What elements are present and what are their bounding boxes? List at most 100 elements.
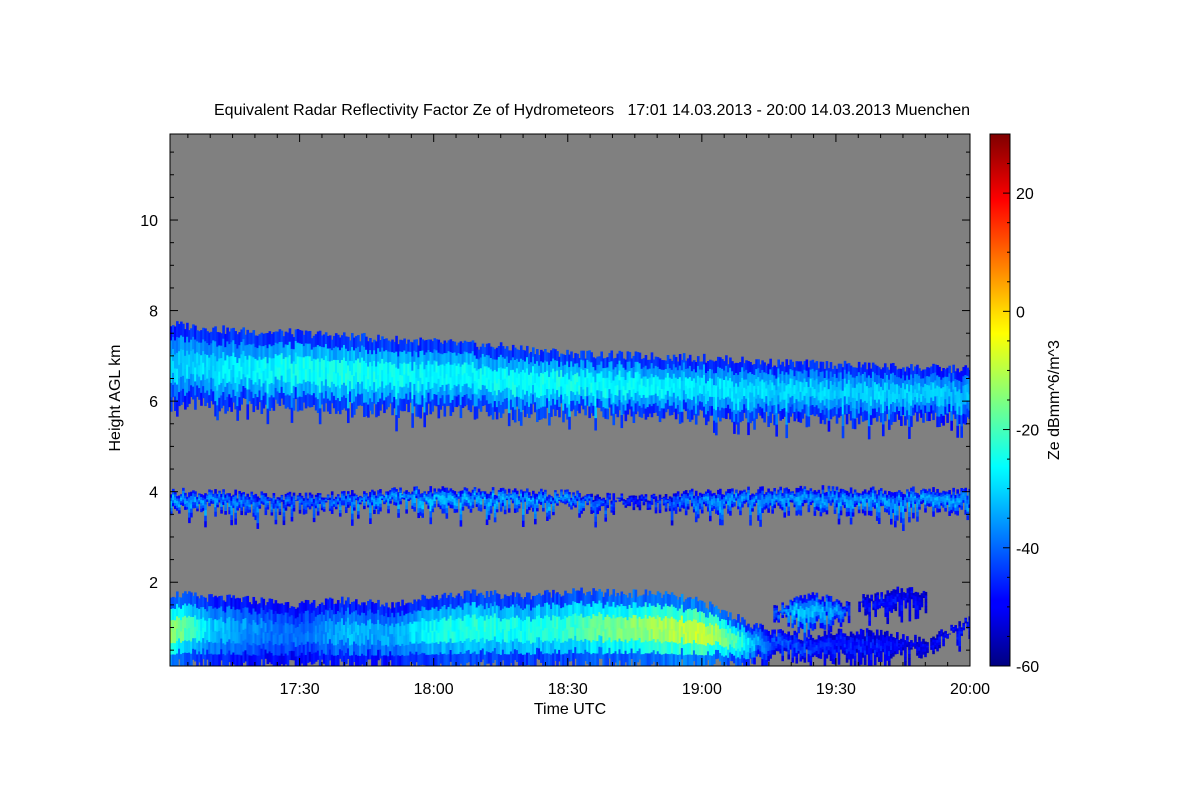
reflectivity-cell <box>590 497 593 501</box>
reflectivity-cell <box>248 332 252 345</box>
reflectivity-cell <box>857 361 861 373</box>
reflectivity-cell <box>369 491 372 498</box>
reflectivity-cell <box>829 502 833 506</box>
reflectivity-cell <box>198 502 201 505</box>
reflectivity-cell <box>485 514 489 520</box>
reflectivity-cell <box>326 498 330 500</box>
reflectivity-cell <box>441 354 445 365</box>
reflectivity-cell <box>896 406 899 415</box>
reflectivity-cell <box>340 359 344 373</box>
reflectivity-cell <box>471 501 475 506</box>
reflectivity-cell <box>483 366 487 377</box>
reflectivity-cell <box>413 503 416 508</box>
reflectivity-cell <box>258 506 262 509</box>
reflectivity-cell <box>407 339 410 353</box>
reflectivity-cell <box>290 363 294 379</box>
reflectivity-cell <box>570 505 573 508</box>
reflectivity-cell <box>753 500 756 503</box>
reflectivity-cell <box>652 394 656 405</box>
reflectivity-cell <box>230 500 233 507</box>
reflectivity-cell <box>706 361 710 372</box>
reflectivity-cell <box>797 401 801 412</box>
reflectivity-cell <box>182 349 185 364</box>
reflectivity-cell <box>550 361 553 373</box>
reflectivity-cell <box>566 491 569 495</box>
reflectivity-cell <box>966 367 970 377</box>
reflectivity-cell <box>234 609 237 622</box>
reflectivity-cell <box>887 510 891 515</box>
reflectivity-cell <box>453 352 457 364</box>
reflectivity-cell <box>332 335 336 349</box>
reflectivity-cell <box>875 516 879 521</box>
reflectivity-cell <box>457 353 461 364</box>
reflectivity-cell <box>775 367 778 379</box>
reflectivity-cell <box>606 388 610 399</box>
reflectivity-cell <box>721 388 724 399</box>
reflectivity-cell <box>389 494 392 497</box>
reflectivity-cell <box>570 501 573 504</box>
reflectivity-cell <box>451 490 455 494</box>
reflectivity-cell <box>413 372 416 385</box>
reflectivity-cell <box>946 495 949 499</box>
reflectivity-cell <box>256 512 260 519</box>
reflectivity-cell <box>759 486 762 494</box>
reflectivity-cell <box>698 385 702 394</box>
reflectivity-cell <box>385 385 388 398</box>
reflectivity-cell <box>960 393 963 405</box>
reflectivity-cell <box>505 398 509 409</box>
reflectivity-cell <box>387 498 390 503</box>
reflectivity-cell <box>359 495 362 498</box>
reflectivity-cell <box>845 393 849 405</box>
reflectivity-cell <box>182 362 185 377</box>
reflectivity-cell <box>250 391 254 404</box>
reflectivity-cell <box>680 380 684 392</box>
reflectivity-cell <box>310 500 314 503</box>
reflectivity-cell <box>590 382 593 394</box>
reflectivity-cell <box>224 386 227 401</box>
reflectivity-cell <box>308 394 312 408</box>
reflectivity-cell <box>172 503 175 507</box>
reflectivity-cell <box>252 384 256 399</box>
reflectivity-cell <box>763 382 766 393</box>
reflectivity-cell <box>441 499 445 505</box>
reflectivity-cell <box>871 496 875 501</box>
reflectivity-cell <box>252 512 256 517</box>
reflectivity-cell <box>507 508 511 513</box>
reflectivity-cell <box>881 499 885 502</box>
reflectivity-cell <box>765 500 768 504</box>
reflectivity-cell <box>210 641 213 655</box>
reflectivity-cell <box>604 388 608 399</box>
reflectivity-cell <box>747 361 750 374</box>
reflectivity-cell <box>457 491 461 494</box>
reflectivity-cell <box>441 490 445 496</box>
reflectivity-cell <box>184 495 187 499</box>
reflectivity-cell <box>554 371 557 383</box>
reflectivity-cell <box>182 617 185 630</box>
reflectivity-cell <box>624 503 628 506</box>
reflectivity-cell <box>767 363 770 375</box>
reflectivity-cell <box>558 498 561 500</box>
cloud-layers <box>170 321 970 666</box>
reflectivity-cell <box>172 494 175 498</box>
reflectivity-cell <box>900 416 903 426</box>
reflectivity-cell <box>586 396 589 406</box>
reflectivity-cell <box>938 376 941 388</box>
reflectivity-cell <box>662 360 666 371</box>
reflectivity-cell <box>353 376 356 390</box>
reflectivity-cell <box>861 491 865 496</box>
reflectivity-cell <box>877 391 881 400</box>
reflectivity-cell <box>924 504 927 509</box>
reflectivity-cell <box>839 398 843 408</box>
reflectivity-cell <box>361 497 364 499</box>
reflectivity-cell <box>178 628 181 639</box>
reflectivity-cell <box>831 488 835 492</box>
reflectivity-cell <box>604 378 608 389</box>
reflectivity-cell <box>469 353 473 366</box>
reflectivity-cell <box>226 494 229 497</box>
reflectivity-cell <box>560 353 563 363</box>
reflectivity-cell <box>894 503 897 510</box>
reflectivity-cell <box>964 496 968 502</box>
reflectivity-cell <box>602 368 606 379</box>
reflectivity-cell <box>920 501 923 505</box>
reflectivity-cell <box>322 497 326 501</box>
